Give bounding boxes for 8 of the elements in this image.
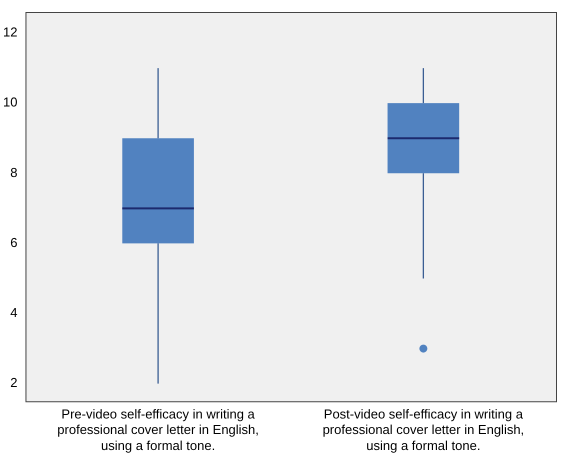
x-tick-label: Post-video self-efficacy in writing a professional cover letter in English, using a formal tone. <box>322 406 524 453</box>
x-tick-label: Pre-video self-efficacy in writing a professional cover letter in English, using a formal tone. <box>57 406 259 453</box>
y-tick-label: 6 <box>10 234 18 250</box>
y-tick-label: 2 <box>10 375 18 390</box>
y-tick-label: 8 <box>10 164 18 180</box>
y-tick-label: 12 <box>2 24 18 40</box>
y-tick-label: 10 <box>2 94 18 110</box>
y-tick-label: 4 <box>10 305 18 320</box>
